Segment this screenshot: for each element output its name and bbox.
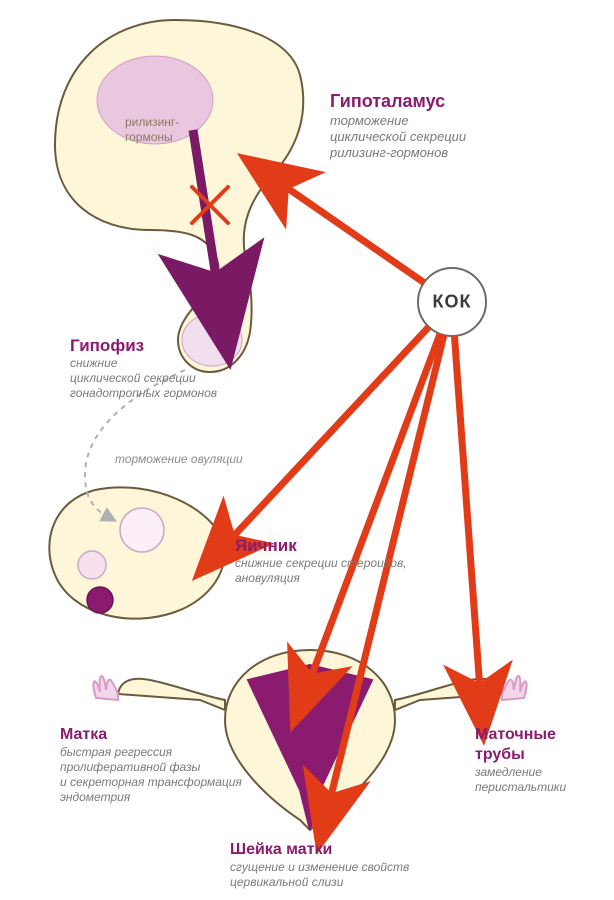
tubes-desc: замедлениеперистальтики	[475, 765, 566, 795]
cervix-title: Шейка матки	[230, 840, 409, 860]
pituitary-label: Гипофиз снижниециклической секрециигонад…	[70, 335, 217, 401]
right-fimbria	[502, 676, 527, 700]
uterus-body	[225, 650, 395, 830]
releasing-hormone-arrow	[193, 130, 218, 290]
left-fimbria	[93, 676, 118, 700]
pituitary-title: Гипофиз	[70, 335, 217, 356]
ovary-outline	[49, 487, 224, 618]
right-tube	[395, 679, 502, 710]
ovary-label: Яичник снижние секреции стероидов,ановул…	[235, 535, 407, 586]
kok-arrow-to-hypothalamus	[283, 185, 424, 283]
kok-arrow-to-uterus-body	[310, 334, 440, 680]
inhibition-cross-icon	[192, 187, 228, 223]
cervix-desc: сгущение и изменение свойствцервикальной…	[230, 860, 409, 890]
uterus-desc: быстрая регрессияпролиферативной фазыи с…	[60, 745, 242, 805]
tubes-label: Маточныетрубы замедлениеперистальтики	[475, 725, 566, 795]
kok-arrow-to-tubes	[454, 336, 480, 690]
follicle	[78, 551, 106, 579]
ovary-organ	[49, 487, 224, 618]
hypothalamus-desc: торможениециклической секрециирилизинг-г…	[330, 113, 466, 162]
corpus-luteum	[87, 587, 113, 613]
cervix-label: Шейка матки сгущение и изменение свойств…	[230, 840, 409, 890]
ovulation-note: торможение овуляции	[115, 452, 243, 467]
ovary-title: Яичник	[235, 535, 407, 556]
kok-arrow-to-ovary	[230, 327, 429, 540]
hypothalamus-pituitary-organ	[55, 20, 303, 372]
ovary-desc: снижние секреции стероидов,ановуляция	[235, 556, 407, 586]
kok-arrows-group	[230, 185, 480, 800]
uterus-label: Матка быстрая регрессияпролиферативной ф…	[60, 725, 242, 805]
hypothalamus-label: Гипоталамус торможениециклической секрец…	[330, 90, 466, 161]
tubes-title: Маточныетрубы	[475, 725, 566, 765]
hypothalamus-outline	[55, 20, 303, 372]
hypothalamus-title: Гипоталамус	[330, 90, 466, 113]
follicle	[120, 508, 164, 552]
pituitary-desc: снижниециклической секрециигонадотропных…	[70, 356, 217, 401]
releasing-hormone-label: рилизинг-гормоны	[125, 115, 179, 145]
kok-label: КОК	[433, 292, 472, 313]
uterine-cavity	[248, 665, 372, 830]
uterus-title: Матка	[60, 725, 242, 745]
left-tube	[118, 679, 225, 710]
